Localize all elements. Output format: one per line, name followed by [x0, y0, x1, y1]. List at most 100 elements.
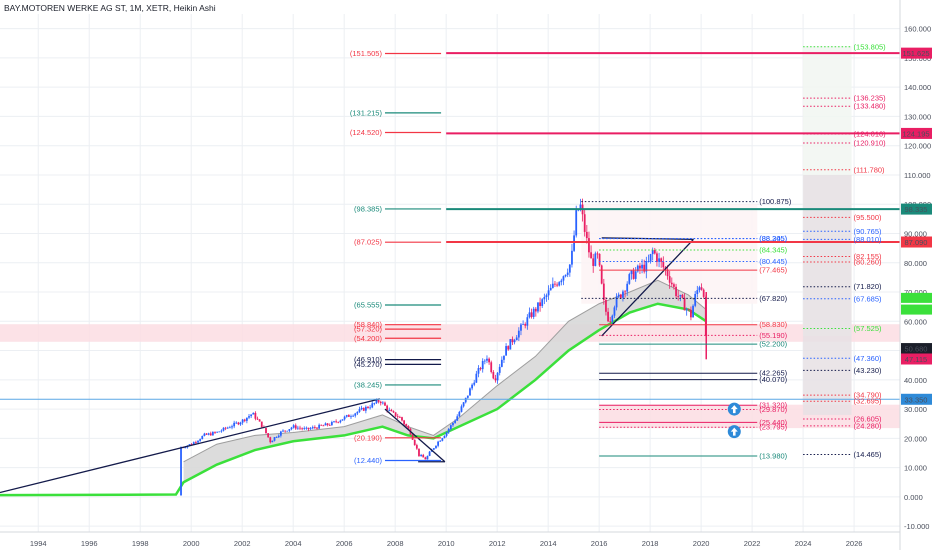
candle-body — [469, 388, 471, 396]
y-tick-label: 30.000 — [904, 405, 927, 414]
candle-body — [685, 309, 688, 311]
ma-value-badge — [901, 292, 932, 303]
candle-body — [362, 407, 365, 411]
right-level-label: (120.910) — [854, 139, 887, 148]
candle-body — [670, 282, 673, 285]
right-level-label: (80.260) — [854, 257, 882, 266]
candle-body — [197, 440, 199, 443]
candle-body — [413, 439, 416, 446]
candle-body — [645, 261, 648, 272]
right-level-label: (67.685) — [854, 294, 882, 303]
right-level-label: (88.010) — [854, 235, 882, 244]
candle-body — [243, 419, 246, 421]
candle-body — [690, 309, 692, 318]
right-level-label: (153.805) — [854, 42, 887, 51]
price-badge — [901, 203, 932, 215]
candle-body — [358, 409, 361, 412]
candle-body — [496, 372, 499, 381]
candle-body — [679, 294, 682, 297]
candle-body — [398, 417, 401, 418]
candle-body — [651, 250, 654, 255]
candle-body — [231, 426, 233, 428]
candle-body — [668, 276, 671, 283]
candle-body — [471, 384, 473, 389]
candle-body — [258, 419, 261, 422]
trendline — [601, 238, 694, 337]
right-level-label: (26.605) — [854, 415, 882, 424]
trendline — [0, 398, 381, 494]
mid-level-label: (84.345) — [759, 246, 787, 255]
price-badge-label: 124.195 — [902, 129, 929, 138]
candle-body — [305, 427, 308, 429]
mid-level-label: (40.070) — [759, 375, 787, 384]
candle-body — [643, 264, 646, 272]
candle-body — [211, 432, 214, 436]
candle-body — [687, 309, 690, 311]
price-badge — [901, 236, 932, 248]
right-level-label: (133.480) — [854, 102, 887, 111]
candle-body — [534, 308, 537, 312]
mid-level-label: (80.445) — [759, 257, 787, 266]
candle-body — [532, 308, 535, 317]
candle-body — [273, 437, 276, 441]
candle-body — [696, 290, 699, 294]
candle-body — [324, 423, 327, 426]
candle-body — [190, 444, 193, 445]
y-tick-label: -10.000 — [904, 522, 929, 531]
candle-body — [488, 358, 490, 363]
candle-body — [341, 419, 344, 421]
candle-body — [558, 282, 561, 286]
x-tick-label: 2008 — [387, 539, 404, 548]
candle-body — [583, 214, 586, 232]
candle-body — [228, 427, 231, 429]
candle-body — [445, 432, 448, 436]
candle-body — [260, 421, 263, 428]
candle-body — [245, 417, 248, 421]
candle-body — [356, 411, 359, 414]
candle-body — [194, 442, 197, 444]
y-tick-label: 140.000 — [904, 83, 931, 92]
candle-body — [330, 422, 333, 426]
candle-body — [254, 412, 257, 419]
y-tick-label: 80.000 — [904, 259, 927, 268]
candle-body — [452, 422, 454, 426]
candle-body — [511, 339, 514, 343]
candle-body — [464, 397, 467, 403]
candle-body — [294, 425, 297, 429]
candle-body — [443, 435, 446, 439]
left-level-label: (38.245) — [354, 380, 382, 389]
candle-body — [454, 420, 456, 423]
mid-level-label: (13.980) — [759, 451, 787, 460]
candle-body — [347, 415, 350, 417]
candle-body — [218, 431, 221, 433]
y-tick-label: 70.000 — [904, 288, 927, 297]
mid-level-label: (23.795) — [759, 423, 787, 432]
candle-body — [267, 433, 270, 438]
candle-body — [556, 284, 558, 286]
ma-value-badge — [901, 304, 932, 315]
candle-body — [660, 258, 663, 262]
candle-body — [681, 294, 684, 298]
mid-level-label: (55.190) — [759, 331, 787, 340]
candle-body — [235, 422, 238, 424]
candle-body — [428, 451, 431, 456]
candle-body — [694, 293, 697, 306]
ma-cloud — [183, 280, 707, 483]
candle-body — [617, 294, 620, 297]
candle-body — [328, 424, 331, 426]
candle-body — [537, 302, 539, 312]
candle-body — [203, 433, 206, 436]
price-badge-label: 47.115 — [905, 355, 927, 364]
candle-body — [439, 440, 442, 442]
x-tick-label: 2022 — [744, 539, 761, 548]
candle-body — [307, 427, 310, 430]
mid-level-label: (52.200) — [759, 340, 787, 349]
mid-level-label: (88.305) — [759, 234, 787, 243]
candle-body — [275, 437, 278, 438]
candle-body — [628, 274, 631, 284]
price-badge-label: 33.350 — [905, 395, 928, 404]
y-tick-label: 110.000 — [904, 171, 931, 180]
candle-body — [269, 437, 272, 443]
candle-body — [653, 250, 656, 254]
